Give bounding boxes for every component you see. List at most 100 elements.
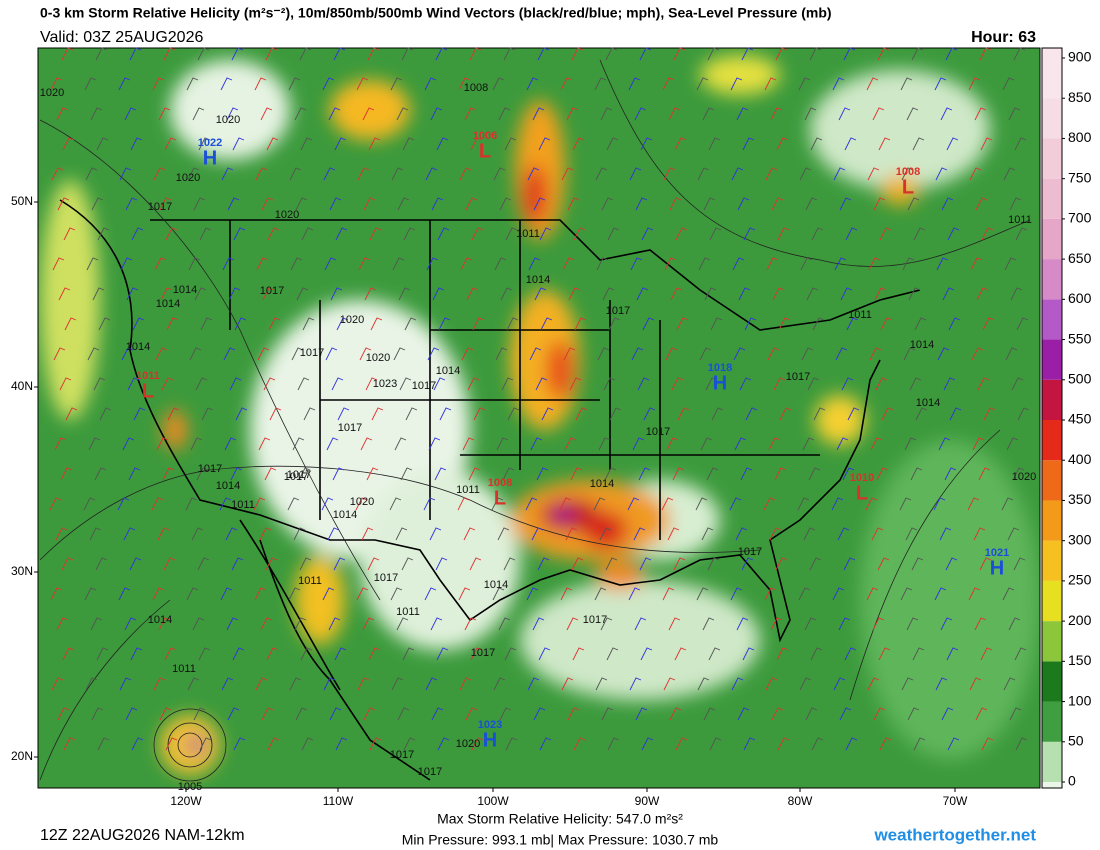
wind-barb [158,107,171,121]
wind-barb [771,707,784,721]
wind-barb [601,197,614,211]
wind-barb [492,77,505,91]
wind-barb [900,77,913,91]
max-helicity: Max Storm Relative Helicity: 547.0 m²s² [437,811,683,827]
colorbar-band [1042,460,1062,501]
wind-barb [776,647,789,661]
wind-barb [363,197,376,211]
isobar-label: 1017 [606,305,630,317]
wind-barb [700,437,713,451]
wind-barb [776,137,789,151]
wind-barb [674,647,687,661]
wind-barb [358,257,371,271]
wind-barb [397,707,410,721]
wind-barb [608,317,621,331]
pressure-center-letter: H [990,557,1004,579]
wind-barb [437,227,450,241]
wind-barb [540,317,553,331]
wind-barb [907,707,920,721]
wind-barb [800,257,813,271]
wind-barb [199,227,212,241]
wind-barb [1008,107,1021,121]
wind-barb [835,347,848,361]
wind-barb [428,437,441,451]
wind-barb [934,77,947,91]
wind-barb [164,137,177,151]
wind-barb [607,737,620,751]
isobar-label: 1017 [374,572,398,584]
wind-barb [607,227,620,241]
wind-barb [288,587,301,601]
wind-barb [913,227,926,241]
wind-barb [298,467,311,481]
wind-barb [396,107,409,121]
wind-barb [199,737,212,751]
wind-barb [670,287,683,301]
wind-barb [664,257,677,271]
colorbar-label: 50 [1068,732,1084,748]
pressure-center-value: 1018 [708,362,732,374]
wind-barb [527,167,540,181]
isobar-label: 1017 [198,463,222,475]
wind-barb [498,617,511,631]
wind-barb [193,197,206,211]
wind-barb [94,467,107,481]
wind-barb [369,227,382,241]
wind-barb [491,497,504,511]
wind-barb [976,287,989,301]
wind-barb [839,197,852,211]
wind-barb [775,557,788,571]
wind-barb [187,677,200,691]
wind-barb [502,467,515,481]
wind-barb [90,617,103,631]
wind-barb [123,527,136,541]
wind-barb [226,617,239,631]
wind-barb [93,377,106,391]
wind-barb [402,137,415,151]
wind-barb [541,407,554,421]
model-run: 12Z 22AUG2026 NAM-12km [40,827,245,844]
wind-barb [130,647,143,661]
pressure-center-value: 1022 [198,137,222,149]
wind-barb [734,437,747,451]
wind-barb [635,707,648,721]
wind-barb [263,377,276,391]
wind-barb [302,317,315,331]
wind-barb [907,197,920,211]
wind-barb [968,77,981,91]
isobar-label: 1011 [298,575,322,587]
isobar-label: 1017 [284,471,308,483]
wind-barb [254,587,267,601]
wind-barb [527,677,540,691]
wind-barb [564,437,577,451]
wind-barb [538,647,551,661]
wind-barb [533,197,546,211]
isobar-label: 1014 [916,397,940,409]
wind-barb [669,197,682,211]
wind-barb [912,137,925,151]
wind-barb [405,407,418,421]
wind-barb [628,77,641,91]
wind-barb [1010,287,1023,301]
colorbar-band [1042,741,1062,782]
isobar-label: 1020 [366,352,390,364]
wind-barb [703,197,716,211]
wind-barb [631,347,644,361]
isobar-label: 1020 [216,114,240,126]
wind-barb [709,227,722,241]
wind-barb [371,407,384,421]
wind-barb [88,437,101,451]
wind-barb [506,317,519,331]
wind-barb [799,677,812,691]
wind-barb [230,467,243,481]
wind-barb [503,47,516,61]
wind-barb [499,707,512,721]
wind-barb [766,257,779,271]
wind-barb [980,137,993,151]
wind-barb [265,47,278,61]
wind-barb [534,287,547,301]
wind-barb [426,257,439,271]
wind-barb [62,137,75,151]
wind-barb [869,347,882,361]
wind-barb [96,137,109,151]
